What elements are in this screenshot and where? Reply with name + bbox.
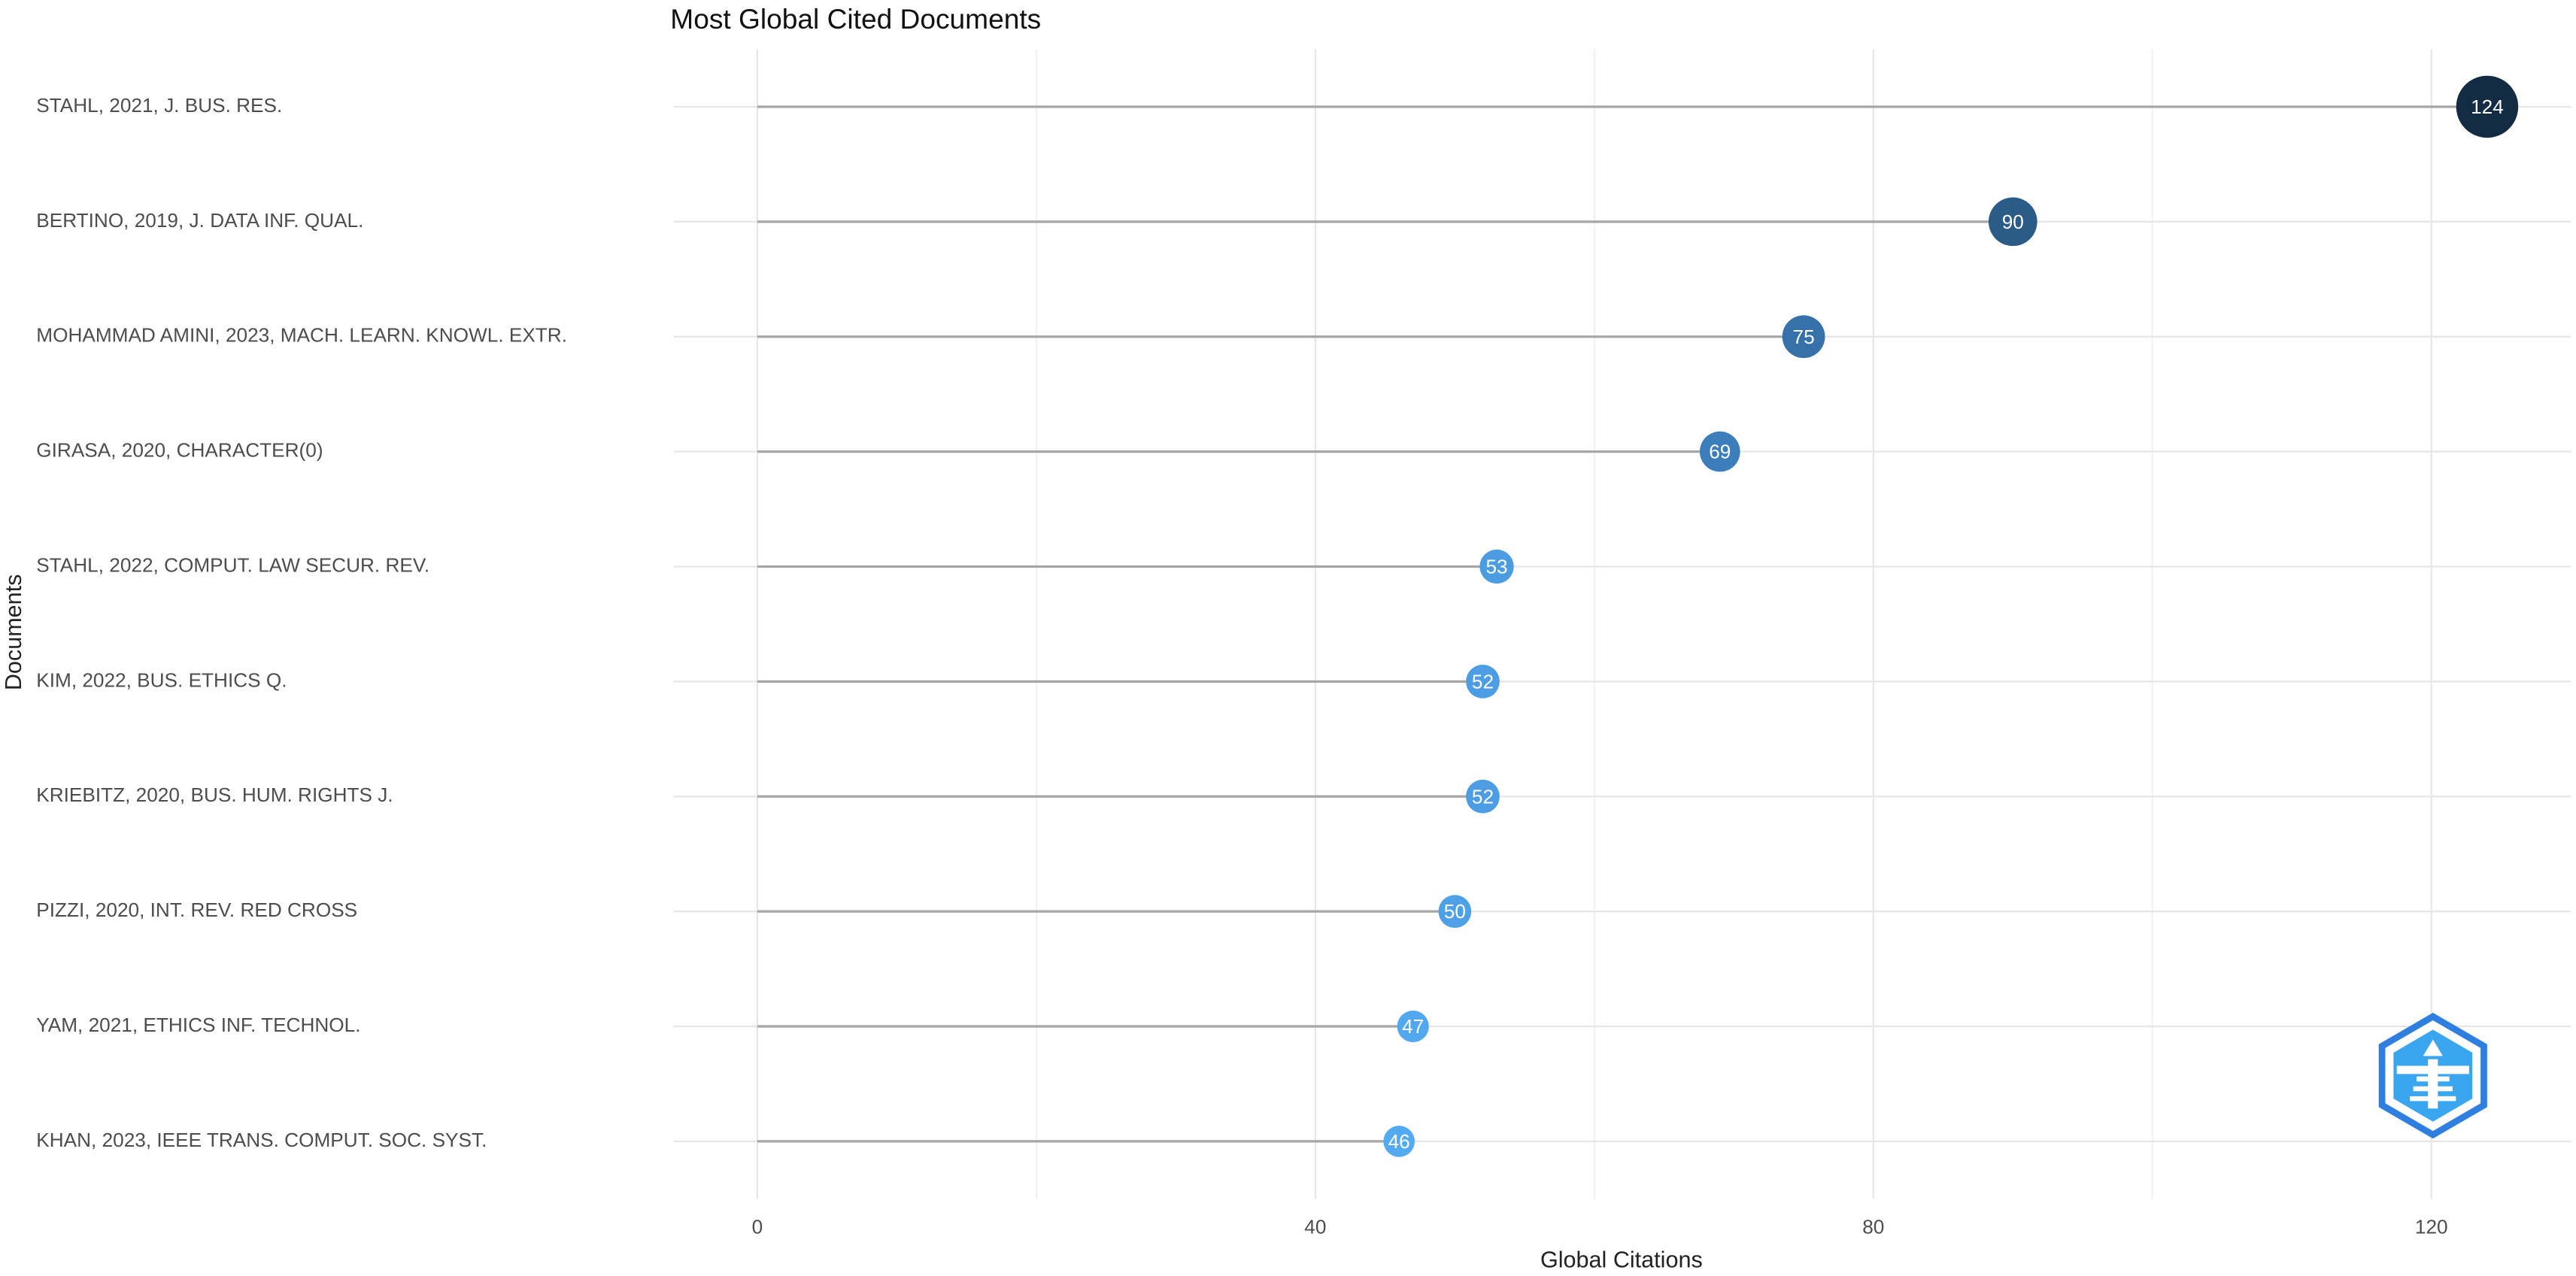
y-tick-label: STAHL, 2021, J. BUS. RES.: [36, 94, 282, 117]
point: [1782, 315, 1825, 359]
point: [1466, 665, 1500, 699]
y-tick-label: KIM, 2022, BUS. ETHICS Q.: [36, 668, 287, 691]
x-tick-label: 0: [752, 1216, 763, 1238]
x-tick-label: 120: [2415, 1216, 2448, 1238]
point: [1383, 1126, 1415, 1157]
value-label: 90: [2002, 211, 2024, 233]
y-tick-label: BERTINO, 2019, J. DATA INF. QUAL.: [36, 209, 363, 232]
y-axis-title: Documents: [1, 574, 26, 691]
x-axis-title: Global Citations: [1540, 1247, 1703, 1272]
y-tick-label: MOHAMMAD AMINI, 2023, MACH. LEARN. KNOWL…: [36, 324, 567, 347]
x-tick-label: 80: [1862, 1216, 1884, 1238]
value-label: 53: [1485, 556, 1507, 578]
y-tick-label: KRIEBITZ, 2020, BUS. HUM. RIGHTS J.: [36, 783, 393, 806]
y-tick-label: KHAN, 2023, IEEE TRANS. COMPUT. SOC. SYS…: [36, 1129, 487, 1151]
point: [1479, 549, 1514, 584]
y-tick-label: PIZZI, 2020, INT. REV. RED CROSS: [36, 899, 357, 921]
value-label: 124: [2471, 95, 2504, 118]
value-label: 52: [1472, 670, 1494, 693]
chart-title: Most Global Cited Documents: [670, 3, 1041, 35]
y-tick-label: STAHL, 2022, COMPUT. LAW SECUR. REV.: [36, 553, 429, 576]
marks: 124 90 75 69 53 52 52 50 47 46: [757, 75, 2519, 1157]
point: [1988, 197, 2037, 247]
point: [1466, 779, 1500, 814]
value-label: 46: [1388, 1130, 1410, 1153]
logo: [2378, 1012, 2487, 1139]
point: [1699, 431, 1740, 472]
y-tick-label: GIRASA, 2020, CHARACTER(0): [36, 439, 323, 462]
x-tick-label: 40: [1304, 1216, 1326, 1238]
value-label: 75: [1793, 326, 1815, 348]
value-label: 47: [1402, 1015, 1424, 1038]
value-label: 69: [1709, 441, 1731, 463]
value-label: 50: [1444, 900, 1466, 923]
grid: 0 40 80 120 STAHL, 2021, J. BUS. RES. BERTINO…: [36, 49, 2571, 1238]
point: [1397, 1010, 1429, 1043]
value-label: 52: [1472, 785, 1494, 808]
point: [2456, 75, 2519, 138]
point: [1438, 895, 1472, 928]
y-tick-label: YAM, 2021, ETHICS INF. TECHNOL.: [36, 1014, 360, 1036]
